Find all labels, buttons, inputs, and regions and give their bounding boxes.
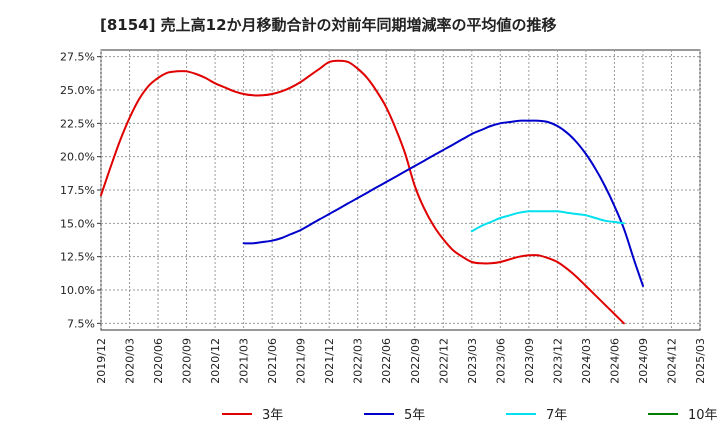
x-tick-label: 2021/06	[266, 338, 279, 384]
x-tick-label: 2024/12	[665, 338, 678, 384]
legend-label-1: 3年	[262, 408, 283, 423]
y-tick-label: 12.5%	[60, 251, 95, 264]
x-tick-label: 2022/09	[409, 338, 422, 384]
x-tick-label: 2023/12	[551, 338, 564, 384]
x-tick-label: 2023/03	[466, 338, 479, 384]
x-tick-label: 2023/09	[523, 338, 536, 384]
legend-label-2: 5年	[404, 408, 425, 423]
x-tick-label: 2020/09	[181, 338, 194, 384]
grid-layer	[100, 49, 701, 331]
y-tick-label: 7.5%	[67, 317, 95, 330]
x-tick-label: 2024/06	[608, 338, 621, 384]
y-tick-label: 25.0%	[60, 84, 95, 97]
x-tick-label: 2019/12	[95, 338, 108, 384]
y-tick-label: 10.0%	[60, 284, 95, 297]
y-tick-label: 15.0%	[60, 217, 95, 230]
y-tick-label: 20.0%	[60, 151, 95, 164]
x-tick-label: 2024/09	[637, 338, 650, 384]
x-tick-label: 2021/03	[238, 338, 251, 384]
x-tick-label: 2023/06	[494, 338, 507, 384]
y-tick-label: 22.5%	[60, 117, 95, 130]
x-tick-label: 2022/03	[352, 338, 365, 384]
legend: 3年 5年 7年 10年	[222, 408, 718, 423]
series-line-1	[100, 59, 625, 325]
x-tick-label: 2021/09	[295, 338, 308, 384]
series-line-2	[242, 119, 644, 287]
x-tick-label: 2021/12	[323, 338, 336, 384]
x-tick-label: 2020/03	[124, 338, 137, 384]
series-layer	[100, 59, 644, 325]
legend-label-4: 10年	[688, 408, 718, 423]
x-tick-label: 2022/06	[380, 338, 393, 384]
x-tick-label: 2024/03	[580, 338, 593, 384]
chart-title: [8154] 売上高12か月移動合計の対前年同期増減率の平均値の推移	[100, 16, 557, 34]
x-tick-label: 2020/12	[209, 338, 222, 384]
y-tick-label: 17.5%	[60, 184, 95, 197]
legend-label-3: 7年	[546, 408, 567, 423]
y-tick-label: 27.5%	[60, 51, 95, 64]
series-line-3	[470, 210, 625, 233]
x-tick-label: 2025/03	[694, 338, 707, 384]
axis-layer: 2019/12 2020/03 2020/06 2020/09 2020/12 2021/…	[60, 51, 707, 384]
x-tick-label: 2022/12	[437, 338, 450, 384]
x-tick-label: 2020/06	[152, 338, 165, 384]
